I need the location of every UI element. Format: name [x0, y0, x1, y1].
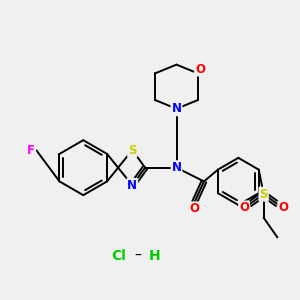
- Text: N: N: [172, 161, 182, 174]
- Text: H: H: [149, 249, 161, 263]
- Text: O: O: [278, 201, 288, 214]
- Text: –: –: [135, 249, 142, 263]
- Text: N: N: [172, 102, 182, 115]
- Text: S: S: [128, 143, 136, 157]
- Text: O: O: [189, 202, 199, 215]
- Text: O: O: [195, 62, 205, 76]
- Text: F: F: [27, 143, 35, 157]
- Text: N: N: [127, 179, 137, 192]
- Text: Cl: Cl: [111, 249, 126, 263]
- Text: S: S: [260, 188, 268, 201]
- Text: O: O: [239, 201, 249, 214]
